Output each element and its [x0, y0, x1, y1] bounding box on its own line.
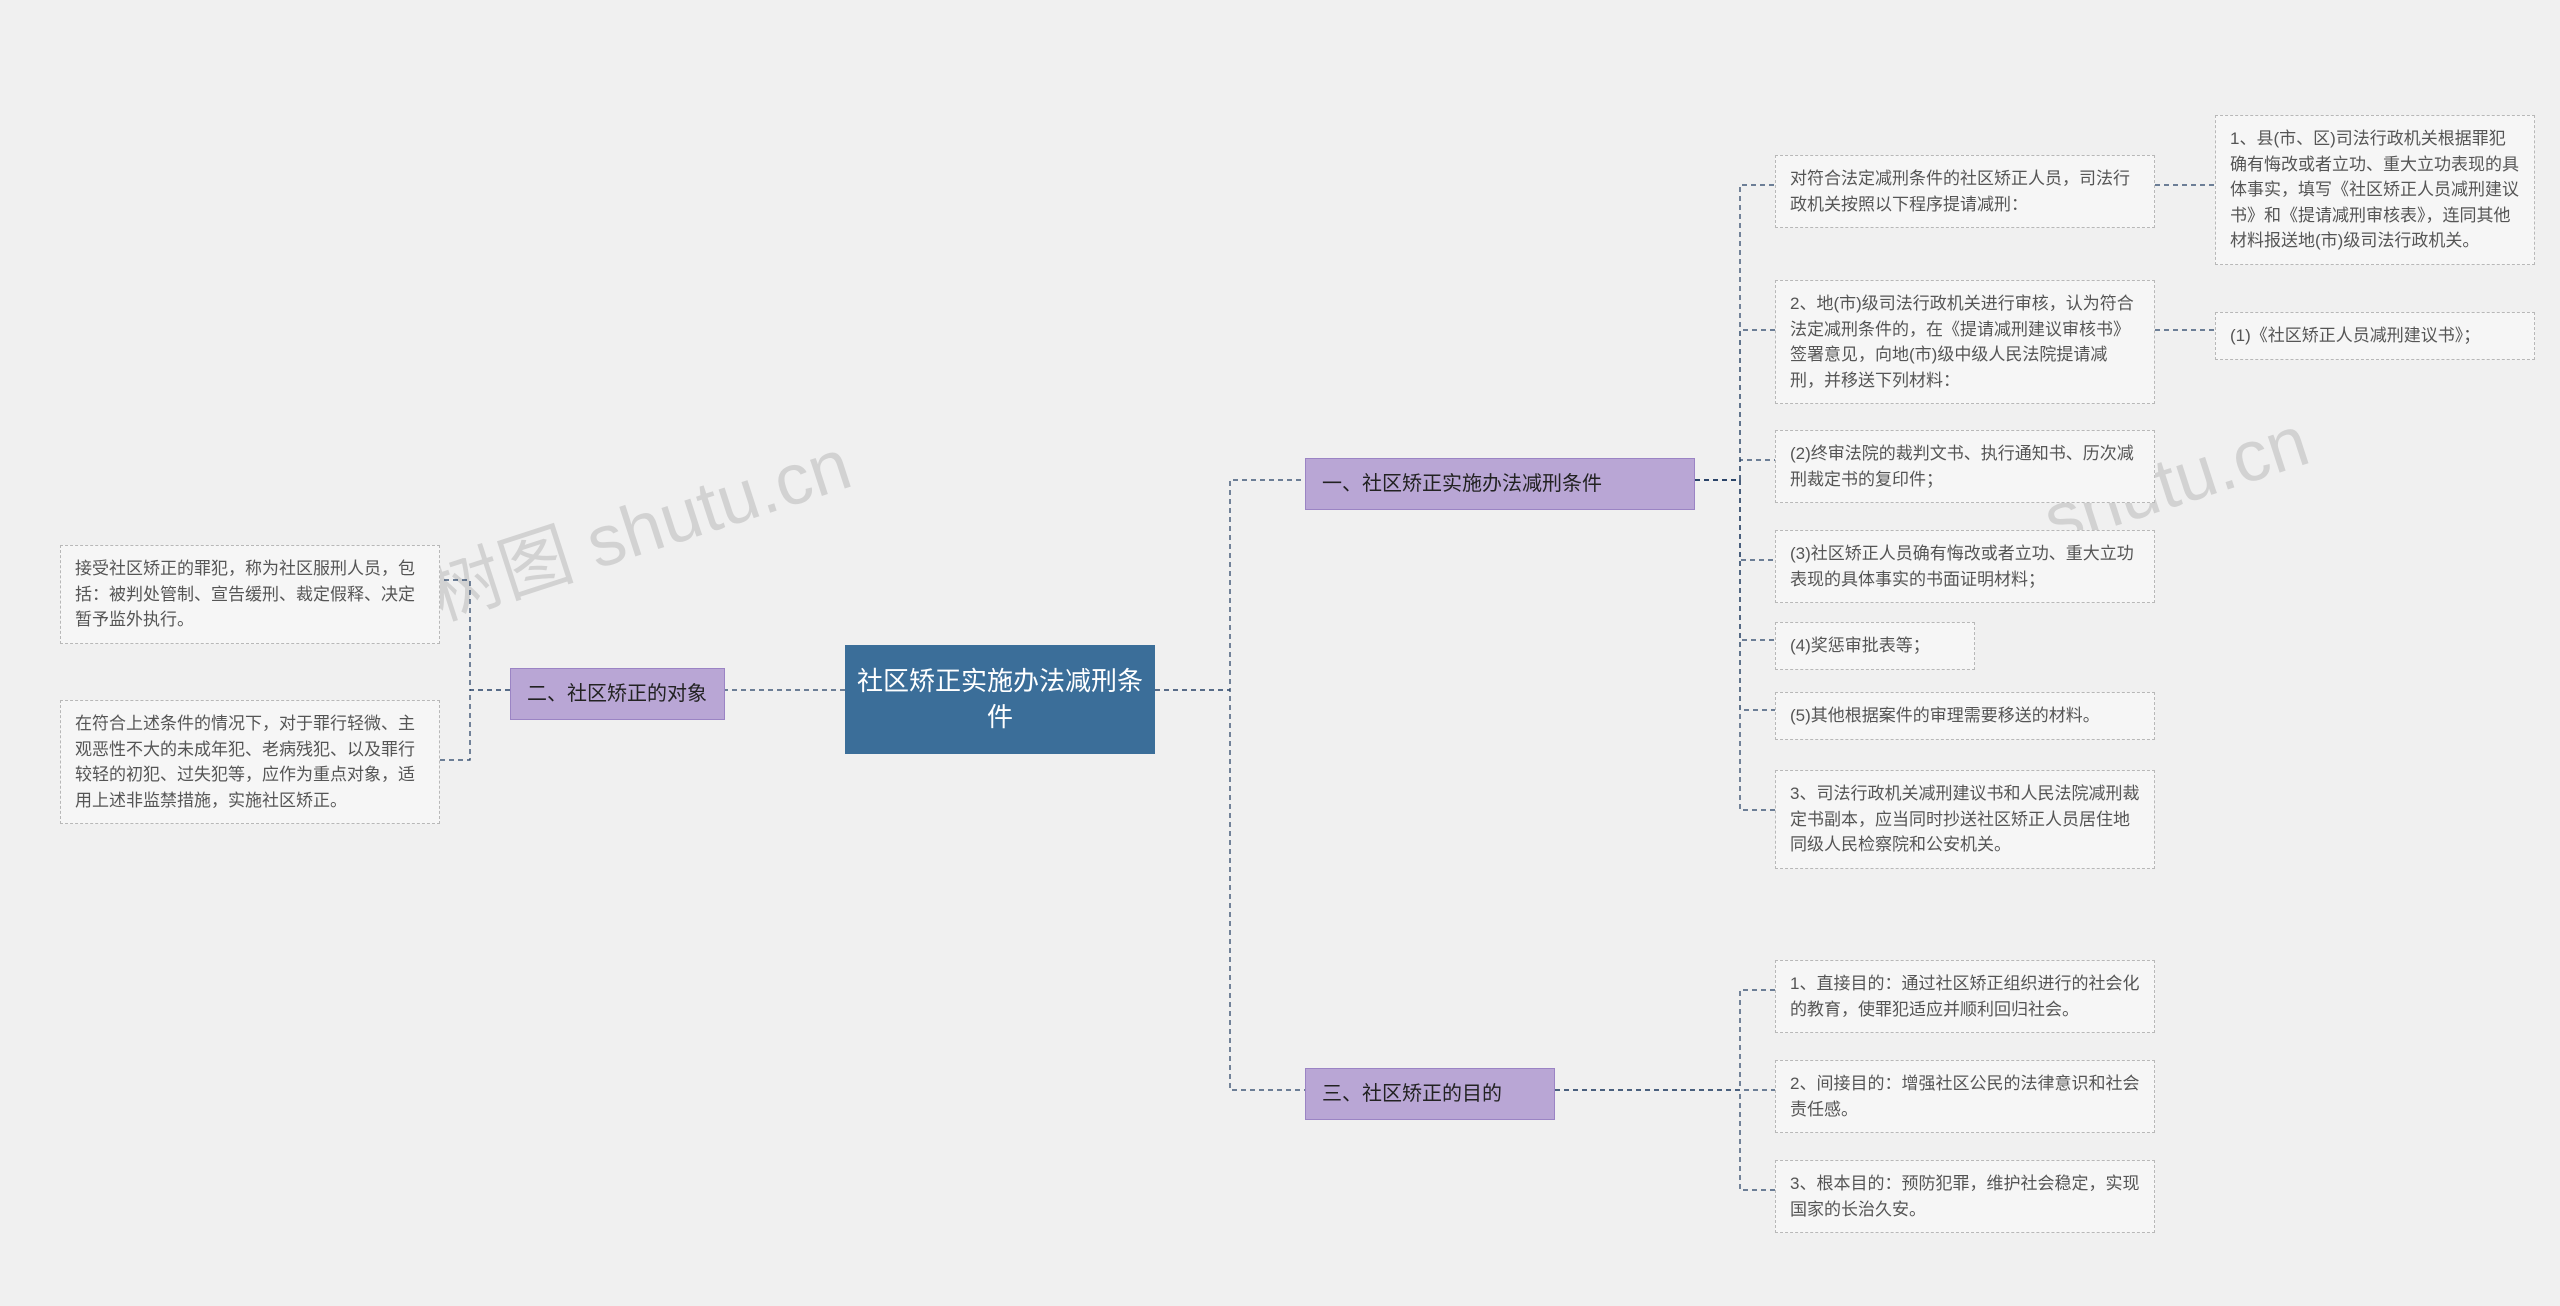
leaf-b1-6[interactable]: (5)其他根据案件的审理需要移送的材料。 [1775, 692, 2155, 740]
leaf-b1-7[interactable]: 3、司法行政机关减刑建议书和人民法院减刑裁定书副本，应当同时抄送社区矫正人员居住… [1775, 770, 2155, 869]
leaf-b1-2[interactable]: 2、地(市)级司法行政机关进行审核，认为符合法定减刑条件的，在《提请减刑建议审核… [1775, 280, 2155, 404]
root-node[interactable]: 社区矫正实施办法减刑条件 [845, 645, 1155, 754]
leaf-b3-3[interactable]: 3、根本目的：预防犯罪，维护社会稳定，实现国家的长治久安。 [1775, 1160, 2155, 1233]
branch-3[interactable]: 三、社区矫正的目的 [1305, 1068, 1555, 1120]
connectors [0, 0, 2560, 1306]
leaf-b1-3[interactable]: (2)终审法院的裁判文书、执行通知书、历次减刑裁定书的复印件； [1775, 430, 2155, 503]
leaf-b2-1[interactable]: 接受社区矫正的罪犯，称为社区服刑人员，包括：被判处管制、宣告缓刑、裁定假释、决定… [60, 545, 440, 644]
mindmap-canvas: 树图 shutu.cn shutu.cn 社区矫正实施办法减刑条件 一、社区矫正… [0, 0, 2560, 1306]
watermark: 树图 shutu.cn [414, 405, 861, 640]
leaf-b2-2[interactable]: 在符合上述条件的情况下，对于罪行轻微、主观恶性不大的未成年犯、老病残犯、以及罪行… [60, 700, 440, 824]
leaf-b1-4[interactable]: (3)社区矫正人员确有悔改或者立功、重大立功表现的具体事实的书面证明材料； [1775, 530, 2155, 603]
leaf-b1-1-1[interactable]: 1、县(市、区)司法行政机关根据罪犯确有悔改或者立功、重大立功表现的具体事实，填… [2215, 115, 2535, 265]
leaf-b3-2[interactable]: 2、间接目的：增强社区公民的法律意识和社会责任感。 [1775, 1060, 2155, 1133]
branch-2[interactable]: 二、社区矫正的对象 [510, 668, 725, 720]
leaf-b1-5[interactable]: (4)奖惩审批表等； [1775, 622, 1975, 670]
leaf-b1-1[interactable]: 对符合法定减刑条件的社区矫正人员，司法行政机关按照以下程序提请减刑： [1775, 155, 2155, 228]
branch-1[interactable]: 一、社区矫正实施办法减刑条件 [1305, 458, 1695, 510]
leaf-b3-1[interactable]: 1、直接目的：通过社区矫正组织进行的社会化的教育，使罪犯适应并顺利回归社会。 [1775, 960, 2155, 1033]
leaf-b1-2-1[interactable]: (1)《社区矫正人员减刑建议书》； [2215, 312, 2535, 360]
